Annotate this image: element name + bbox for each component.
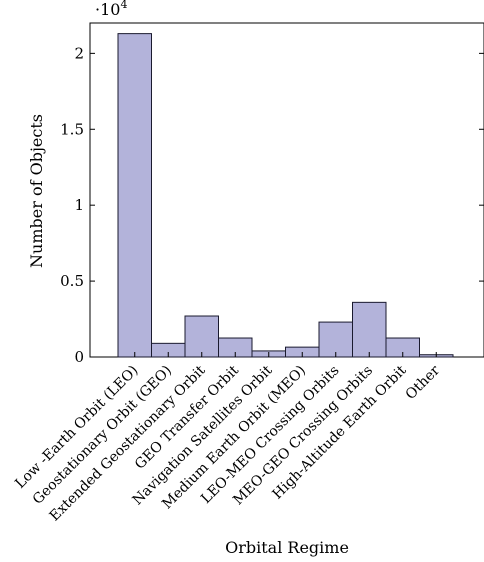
bar-7 xyxy=(318,321,353,358)
y-ticks-group: 0 0.5 1 1.5 2 xyxy=(60,44,484,366)
y-axis-multiplier: ·104 xyxy=(95,0,127,19)
bar-3 xyxy=(184,315,219,358)
bars-group xyxy=(117,33,454,358)
y-tick-label: 0.5 xyxy=(60,272,84,290)
y-tick-label: 0 xyxy=(74,348,84,366)
x-tick-label: Other xyxy=(403,362,444,403)
x-tick-label: Low -Earth Orbit (LEO) xyxy=(12,363,141,492)
y-axis-label: Number of Objects xyxy=(27,114,46,268)
x-ticks-group: Low -Earth Orbit (LEO)Geostationary Orbi… xyxy=(12,352,443,524)
y-tick-label: 1 xyxy=(74,196,84,214)
y-tick-label: 2 xyxy=(74,44,84,62)
x-axis-label: Orbital Regime xyxy=(225,538,349,557)
y-axis-multiplier-exponent: 4 xyxy=(120,0,127,11)
y-tick-label: 1.5 xyxy=(60,120,84,138)
bar-1 xyxy=(117,33,152,358)
bar-8 xyxy=(352,301,387,358)
